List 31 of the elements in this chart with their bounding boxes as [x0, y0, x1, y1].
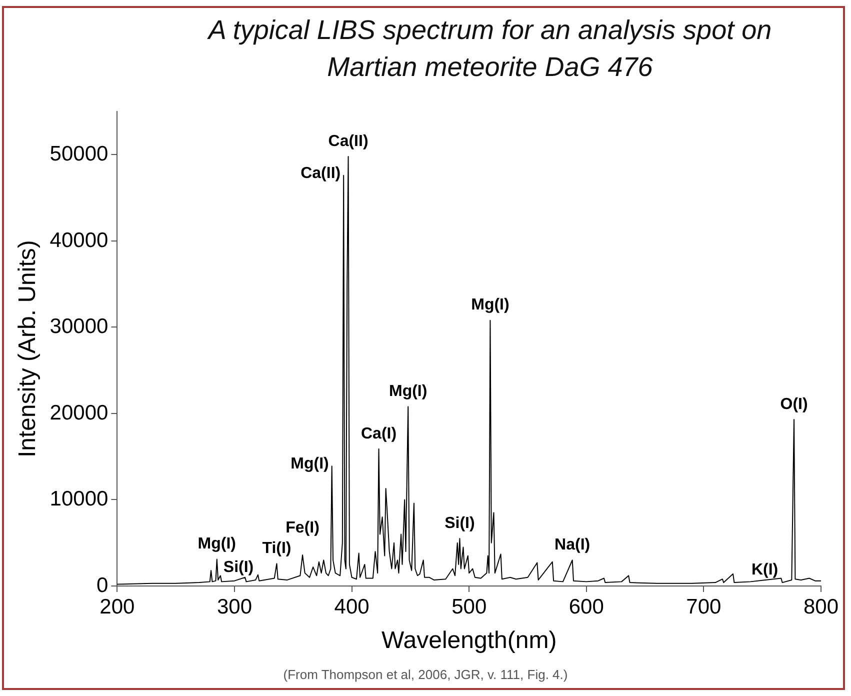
x-tick-label: 500	[452, 595, 487, 618]
y-axis-title: Intensity (Arb. Units)	[14, 240, 42, 458]
y-tick-label: 0	[96, 574, 108, 597]
x-tick-label: 200	[100, 595, 135, 618]
x-tick-label: 300	[216, 595, 252, 618]
x-tick-label: 400	[334, 595, 370, 618]
y-tick-label: 30000	[50, 315, 108, 338]
annotation: K(I)	[751, 562, 778, 579]
annotation: Mg(I)	[389, 382, 428, 400]
annotation: Mg(I)	[198, 536, 236, 553]
chart-title: A typical LIBS spectrum for an analysis spot on Martian meteorite DaG 476	[206, 14, 773, 84]
x-tick-label: 700	[686, 595, 722, 618]
annotation: Si(I)	[444, 514, 475, 532]
annotation: Ca(I)	[361, 425, 397, 442]
y-tick-label: 20000	[50, 401, 108, 424]
y-tick-label: 10000	[50, 488, 108, 511]
annotation: Mg(I)	[290, 456, 329, 473]
text: (From Thompson et al, 2006, JGR, v. 111, Fig. 4.)	[282, 667, 569, 682]
y-tick-label: 50000	[50, 142, 108, 166]
y-tick-label: 40000	[50, 228, 108, 252]
annotation: Ca(II)	[300, 164, 341, 182]
x-tick-label: 600	[568, 595, 604, 618]
x-axis-title: Wavelength(nm)	[382, 627, 557, 654]
annotation: O(I)	[780, 396, 808, 413]
annotation: Fe(I)	[286, 519, 320, 536]
annotation: Mg(I)	[471, 296, 510, 314]
annotation: Ca(II)	[328, 132, 368, 150]
annotation: Na(I)	[554, 536, 590, 554]
annotation: Ti(I)	[262, 540, 292, 557]
x-tick-label: 800	[803, 595, 839, 618]
annotation: Si(I)	[223, 559, 254, 576]
